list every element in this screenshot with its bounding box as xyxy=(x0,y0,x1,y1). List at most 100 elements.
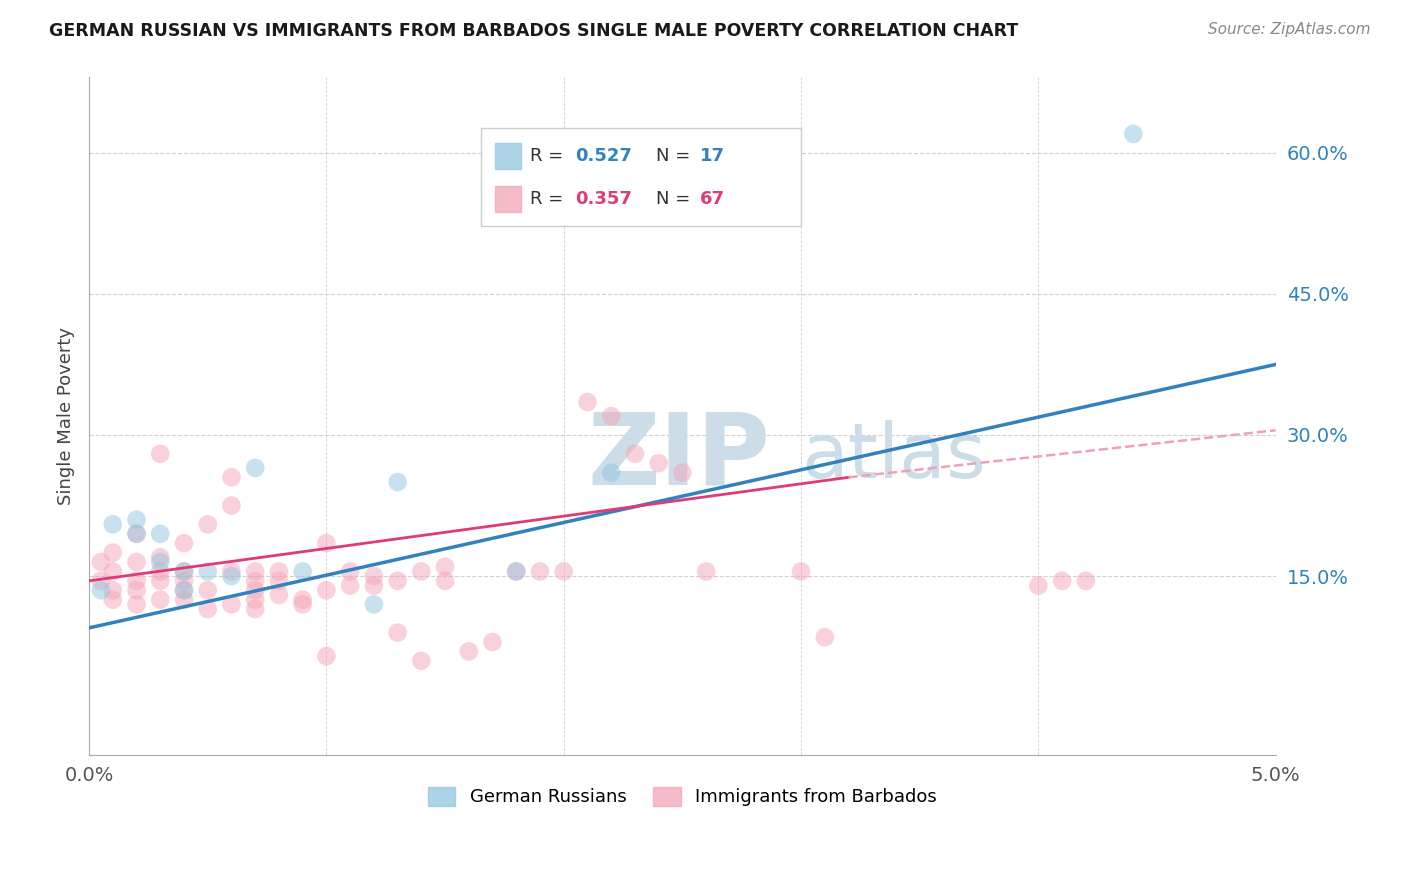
Point xyxy=(387,625,409,640)
Point xyxy=(101,592,124,607)
Point xyxy=(90,583,112,598)
Point xyxy=(291,565,314,579)
Point xyxy=(1122,127,1144,141)
Point xyxy=(221,569,243,583)
Text: GERMAN RUSSIAN VS IMMIGRANTS FROM BARBADOS SINGLE MALE POVERTY CORRELATION CHART: GERMAN RUSSIAN VS IMMIGRANTS FROM BARBAD… xyxy=(49,22,1018,40)
Point xyxy=(101,546,124,560)
Point xyxy=(197,602,219,616)
Point xyxy=(529,565,551,579)
Point xyxy=(245,602,267,616)
Text: Source: ZipAtlas.com: Source: ZipAtlas.com xyxy=(1208,22,1371,37)
Point xyxy=(125,526,148,541)
Point xyxy=(125,574,148,588)
Point xyxy=(125,583,148,598)
Point xyxy=(149,592,172,607)
Point xyxy=(339,565,361,579)
Point xyxy=(339,578,361,592)
Point xyxy=(600,466,623,480)
Point xyxy=(553,565,575,579)
Point xyxy=(315,649,337,664)
Point xyxy=(101,565,124,579)
Text: R =: R = xyxy=(530,190,569,208)
Point xyxy=(245,583,267,598)
Point xyxy=(387,574,409,588)
Point xyxy=(90,555,112,569)
Point xyxy=(173,565,195,579)
Point xyxy=(790,565,813,579)
Point xyxy=(505,565,527,579)
Point xyxy=(387,475,409,489)
Text: atlas: atlas xyxy=(801,420,986,494)
Point xyxy=(125,513,148,527)
Point xyxy=(125,526,148,541)
Point xyxy=(197,517,219,532)
Point xyxy=(267,574,290,588)
Point xyxy=(101,517,124,532)
Point xyxy=(600,409,623,424)
Point xyxy=(90,574,112,588)
Point xyxy=(291,592,314,607)
Point xyxy=(173,565,195,579)
Point xyxy=(173,592,195,607)
Point xyxy=(149,555,172,569)
Text: 0.527: 0.527 xyxy=(575,147,633,165)
Point xyxy=(173,536,195,550)
Point xyxy=(434,559,457,574)
Point xyxy=(125,555,148,569)
Point xyxy=(149,526,172,541)
Point xyxy=(291,598,314,612)
Text: R =: R = xyxy=(530,147,569,165)
Point xyxy=(197,565,219,579)
Point xyxy=(1028,578,1050,592)
Point xyxy=(1074,574,1097,588)
Point xyxy=(125,598,148,612)
Point xyxy=(576,395,599,409)
Legend: German Russians, Immigrants from Barbados: German Russians, Immigrants from Barbado… xyxy=(420,780,943,814)
Point xyxy=(267,588,290,602)
Text: 0.357: 0.357 xyxy=(575,190,633,208)
Point xyxy=(624,447,647,461)
Bar xyxy=(495,143,522,169)
Y-axis label: Single Male Poverty: Single Male Poverty xyxy=(58,327,75,505)
Point xyxy=(149,550,172,565)
Point xyxy=(173,583,195,598)
Text: 67: 67 xyxy=(700,190,725,208)
Point xyxy=(245,461,267,475)
Point xyxy=(695,565,717,579)
Text: ZIP: ZIP xyxy=(588,409,770,506)
Point xyxy=(814,630,837,644)
Point xyxy=(173,574,195,588)
Point xyxy=(671,466,693,480)
Point xyxy=(411,654,433,668)
Point xyxy=(149,565,172,579)
Point xyxy=(245,592,267,607)
Point xyxy=(245,574,267,588)
Point xyxy=(149,447,172,461)
Point xyxy=(647,456,669,470)
Point xyxy=(315,583,337,598)
Point xyxy=(221,598,243,612)
Text: 17: 17 xyxy=(700,147,725,165)
Point xyxy=(481,635,503,649)
Point xyxy=(1050,574,1073,588)
Point xyxy=(173,583,195,598)
Point xyxy=(149,574,172,588)
Point xyxy=(363,578,385,592)
Point xyxy=(363,569,385,583)
Point xyxy=(221,565,243,579)
Text: N =: N = xyxy=(657,190,696,208)
Point xyxy=(434,574,457,588)
FancyBboxPatch shape xyxy=(481,128,801,227)
Point xyxy=(411,565,433,579)
Point xyxy=(505,565,527,579)
Point xyxy=(315,536,337,550)
Point xyxy=(221,499,243,513)
Point xyxy=(457,644,479,658)
Point xyxy=(363,598,385,612)
Point xyxy=(101,583,124,598)
Point xyxy=(221,470,243,484)
Point xyxy=(197,583,219,598)
Point xyxy=(245,565,267,579)
Point xyxy=(267,565,290,579)
Text: N =: N = xyxy=(657,147,696,165)
